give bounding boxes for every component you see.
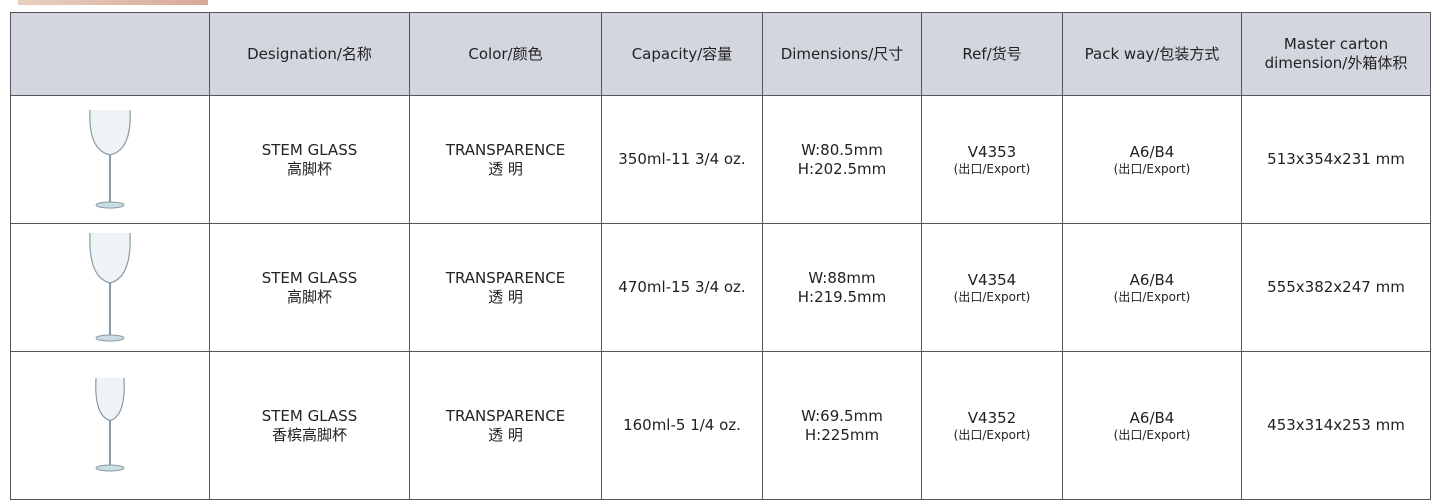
color-cell: TRANSPARENCE 透 明	[410, 352, 602, 500]
designation-line: 高脚杯	[286, 287, 332, 306]
image-cell	[10, 352, 210, 500]
header-text: Dimensions/尺寸	[780, 44, 904, 63]
carton-cell: 453x314x253 mm	[1242, 352, 1431, 500]
dimensions-cell: W:69.5mm H:225mm	[763, 352, 922, 500]
capacity-cell: 470ml-15 3/4 oz.	[602, 224, 763, 352]
header-cell: Designation/名称	[210, 12, 410, 96]
capacity-text: 470ml-15 3/4 oz.	[618, 278, 746, 296]
dimensions-line: H:202.5mm	[797, 159, 887, 178]
header-cell: Pack way/包装方式	[1063, 12, 1242, 96]
header-text: Capacity/容量	[631, 44, 733, 63]
header-text: Ref/货号	[962, 44, 1022, 63]
carton-cell: 513x354x231 mm	[1242, 96, 1431, 224]
color-cell: TRANSPARENCE 透 明	[410, 96, 602, 224]
pack-line: A6/B4	[1129, 408, 1175, 427]
capacity-text: 350ml-11 3/4 oz.	[618, 150, 746, 168]
pack-line: A6/B4	[1129, 270, 1175, 289]
header-cell: Dimensions/尺寸	[763, 12, 922, 96]
ref-line: (出口/Export)	[953, 161, 1031, 176]
ref-line: V4353	[967, 142, 1017, 161]
dimensions-line: W:88mm	[808, 268, 876, 287]
color-line: 透 明	[488, 159, 523, 178]
dimensions-line: W:80.5mm	[801, 140, 883, 159]
header-cell: Color/颜色	[410, 12, 602, 96]
image-cell	[10, 224, 210, 352]
dimensions-line: H:225mm	[804, 425, 880, 444]
ref-line: (出口/Export)	[953, 289, 1031, 304]
pack-line: (出口/Export)	[1113, 289, 1191, 304]
designation-cell: STEM GLASS 高脚杯	[210, 224, 410, 352]
color-line: TRANSPARENCE	[445, 268, 566, 287]
designation-cell: STEM GLASS 香槟高脚杯	[210, 352, 410, 500]
pack-cell: A6/B4 (出口/Export)	[1063, 224, 1242, 352]
pack-line: A6/B4	[1129, 142, 1175, 161]
designation-line: 香槟高脚杯	[271, 425, 347, 444]
color-line: 透 明	[488, 425, 523, 444]
carton-text: 555x382x247 mm	[1267, 278, 1405, 296]
ref-cell: V4352 (出口/Export)	[922, 352, 1063, 500]
header-cell: Master carton dimension/外箱体积	[1242, 12, 1431, 96]
color-line: 透 明	[488, 287, 523, 306]
dimensions-cell: W:80.5mm H:202.5mm	[763, 96, 922, 224]
color-line: TRANSPARENCE	[445, 140, 566, 159]
ref-line: (出口/Export)	[953, 427, 1031, 442]
pack-cell: A6/B4 (出口/Export)	[1063, 96, 1242, 224]
glass-icon	[95, 377, 125, 472]
carton-text: 453x314x253 mm	[1267, 416, 1405, 434]
glass-icon	[89, 109, 131, 208]
capacity-cell: 350ml-11 3/4 oz.	[602, 96, 763, 224]
pack-line: (出口/Export)	[1113, 427, 1191, 442]
carton-cell: 555x382x247 mm	[1242, 224, 1431, 352]
ref-line: V4352	[967, 408, 1017, 427]
dimensions-line: W:69.5mm	[801, 406, 883, 425]
header-cell	[10, 12, 210, 96]
color-cell: TRANSPARENCE 透 明	[410, 224, 602, 352]
header-line: dimension/外箱体积	[1264, 54, 1408, 72]
designation-line: STEM GLASS	[261, 140, 358, 159]
header-text: Designation/名称	[247, 44, 372, 63]
page: Designation/名称 Color/颜色 Capacity/容量 Dimensi…	[10, 0, 1431, 500]
image-cell	[10, 96, 210, 224]
ref-cell: V4354 (出口/Export)	[922, 224, 1063, 352]
dimensions-cell: W:88mm H:219.5mm	[763, 224, 922, 352]
designation-line: STEM GLASS	[261, 268, 358, 287]
header-image	[18, 0, 208, 5]
glass-icon	[89, 232, 131, 341]
capacity-cell: 160ml-5 1/4 oz.	[602, 352, 763, 500]
header-cell: Capacity/容量	[602, 12, 763, 96]
designation-line: STEM GLASS	[261, 406, 358, 425]
carton-text: 513x354x231 mm	[1267, 150, 1405, 168]
pack-cell: A6/B4 (出口/Export)	[1063, 352, 1242, 500]
header-line: Master carton	[1283, 35, 1389, 53]
dimensions-line: H:219.5mm	[797, 287, 887, 306]
header-text: Color/颜色	[468, 44, 543, 63]
ref-cell: V4353 (出口/Export)	[922, 96, 1063, 224]
header-text: Pack way/包装方式	[1084, 44, 1220, 63]
capacity-text: 160ml-5 1/4 oz.	[623, 416, 741, 434]
header-cell: Ref/货号	[922, 12, 1063, 96]
ref-line: V4354	[967, 270, 1017, 289]
pack-line: (出口/Export)	[1113, 161, 1191, 176]
designation-cell: STEM GLASS 高脚杯	[210, 96, 410, 224]
color-line: TRANSPARENCE	[445, 406, 566, 425]
designation-line: 高脚杯	[286, 159, 332, 178]
